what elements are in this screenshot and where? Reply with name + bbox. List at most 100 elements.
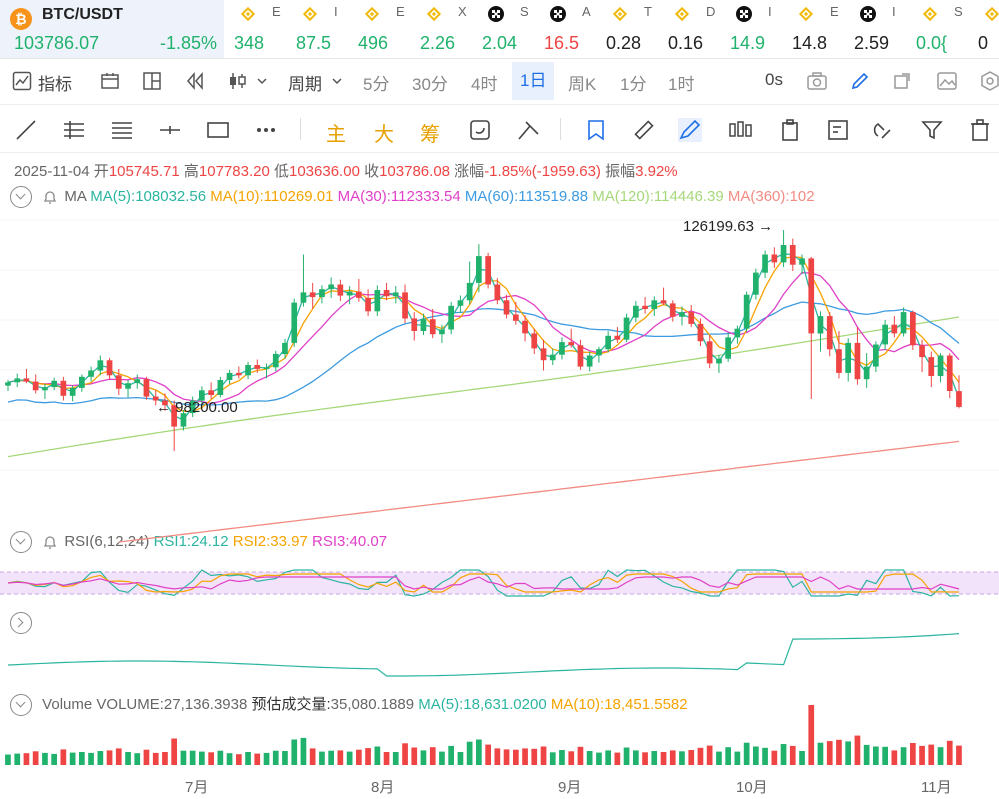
candle-body <box>79 376 85 388</box>
interval-1m[interactable]: 1分 <box>620 75 647 94</box>
filter-icon[interactable] <box>920 118 944 142</box>
layout-icon[interactable] <box>100 71 120 91</box>
image-icon[interactable] <box>936 71 958 91</box>
candle-body <box>651 300 658 309</box>
candle-body <box>319 289 325 298</box>
collapse-rsi-button[interactable] <box>10 531 32 553</box>
fib-lines-icon[interactable] <box>110 118 134 142</box>
brush-icon[interactable] <box>678 118 702 142</box>
ruler-icon[interactable] <box>632 118 656 142</box>
volume-bar <box>282 751 288 765</box>
candle-body <box>854 342 861 380</box>
volume-bar <box>263 752 270 765</box>
candle-body <box>14 378 21 383</box>
expand-indicator-button[interactable] <box>10 612 32 634</box>
collapse-ma-button[interactable] <box>10 186 32 208</box>
volume-bar <box>780 744 787 765</box>
candle-body <box>577 345 584 367</box>
clipboard-icon[interactable] <box>778 118 802 142</box>
candle-body <box>485 256 491 285</box>
interval-30m[interactable]: 30分 <box>412 75 448 94</box>
bell-icon[interactable] <box>42 189 58 205</box>
ticker-item[interactable]: I 14.9 <box>724 0 786 58</box>
candle-body <box>817 316 824 334</box>
ticker-item[interactable]: X 2.26 <box>414 0 476 58</box>
refresh-icon[interactable] <box>468 118 492 142</box>
ticker-item[interactable]: I 2.59 <box>848 0 910 58</box>
ticker-item[interactable]: D 0.16 <box>662 0 724 58</box>
split-view-icon[interactable] <box>142 71 162 91</box>
volume-bar <box>928 744 935 765</box>
interval-1d[interactable]: 1日 <box>512 62 555 100</box>
note-icon[interactable] <box>826 118 850 142</box>
trash-icon[interactable] <box>968 118 992 142</box>
indicators-button[interactable]: 指标 <box>38 75 72 94</box>
rsi3-value: RSI3:40.07 <box>312 532 388 550</box>
period-dropdown[interactable]: 周期 <box>288 75 322 94</box>
candle-body <box>328 284 334 290</box>
binance-icon <box>240 6 256 22</box>
more-icon[interactable] <box>254 118 278 142</box>
candle-body <box>836 349 842 373</box>
volume-bar <box>559 750 565 765</box>
collapse-volume-button[interactable] <box>10 694 32 717</box>
magnet-icon[interactable] <box>872 118 896 142</box>
candle-body <box>623 317 630 340</box>
interval-week[interactable]: 周K <box>568 75 597 94</box>
interval-5m[interactable]: 5分 <box>363 75 390 94</box>
candle-type-icon[interactable] <box>228 71 252 91</box>
volume-bar <box>411 747 418 765</box>
volume-bar <box>300 737 307 765</box>
candles-icon[interactable] <box>728 118 752 142</box>
horizontal-line-icon[interactable] <box>158 118 182 142</box>
pencil-icon[interactable] <box>850 71 870 91</box>
ticker-item[interactable]: I 87.5 <box>290 0 352 58</box>
candle-body <box>5 382 11 386</box>
chevron-down-icon[interactable] <box>256 76 268 86</box>
volume-bar <box>291 739 298 765</box>
candle-body <box>586 355 593 367</box>
candle-body <box>180 413 187 427</box>
ticker-item[interactable]: 0 <box>972 0 999 58</box>
main-force-button[interactable]: 主 <box>326 124 346 146</box>
volume-bar <box>540 746 547 765</box>
ticker-item[interactable]: S 2.04 <box>476 0 538 58</box>
candle-body <box>208 390 214 395</box>
measure-icon[interactable] <box>516 118 540 142</box>
ticker-item[interactable]: E 14.8 <box>786 0 848 58</box>
chip-button[interactable]: 筹 <box>420 124 440 146</box>
rectangle-icon[interactable] <box>206 118 230 142</box>
candle-body <box>171 405 177 427</box>
replay-icon[interactable] <box>185 71 205 91</box>
ticker-symbol: I <box>768 4 772 19</box>
ticker-value: 348 <box>234 33 265 53</box>
ticker-value: 0.16 <box>668 33 704 53</box>
interval-1h[interactable]: 1时 <box>668 75 695 94</box>
x-label-aug: 8月 <box>371 779 395 796</box>
candle-body <box>374 290 381 312</box>
indicator-line <box>7 633 960 677</box>
ticker-item[interactable]: S 0.0{ <box>910 0 972 58</box>
ticker-main-pair[interactable]: ₿ BTC/USDT 103786.07 -1.85% <box>0 0 224 58</box>
chevron-down-icon[interactable] <box>331 76 343 86</box>
ticker-symbol: X <box>458 4 467 19</box>
volume-bar <box>725 747 731 765</box>
bell-icon[interactable] <box>42 534 58 550</box>
interval-4h[interactable]: 4时 <box>471 75 498 94</box>
ticker-item[interactable]: E 348 <box>228 0 290 58</box>
trend-line-icon[interactable] <box>14 118 38 142</box>
big-order-button[interactable]: 大 <box>374 124 394 146</box>
ticker-item[interactable]: T 0.28 <box>600 0 662 58</box>
ticker-item[interactable]: A 16.5 <box>538 0 600 58</box>
settings-icon[interactable] <box>980 70 999 92</box>
ticker-item[interactable]: E 496 <box>352 0 414 58</box>
bookmark-icon[interactable] <box>584 118 608 142</box>
external-icon[interactable] <box>892 71 912 91</box>
indicator-icon[interactable] <box>12 71 32 91</box>
parallel-lines-icon[interactable] <box>62 118 86 142</box>
volume-bar <box>873 746 879 765</box>
candle-body <box>346 291 353 296</box>
camera-icon[interactable] <box>806 71 828 91</box>
ma120-value: MA(120):114446.39 <box>592 187 724 205</box>
